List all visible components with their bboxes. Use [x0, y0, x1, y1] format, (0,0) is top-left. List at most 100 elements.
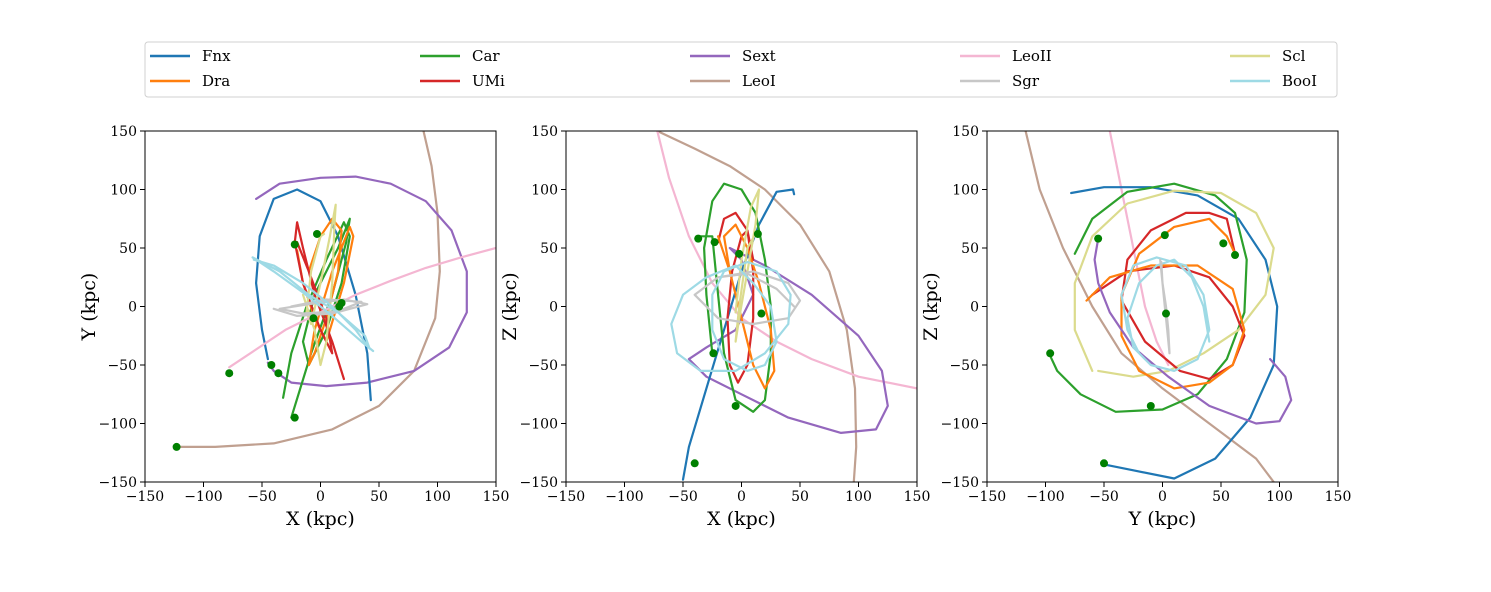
x-tick-label: 100: [424, 489, 451, 505]
current-position-marker: [337, 298, 346, 307]
legend-label-scl: Scl: [1282, 47, 1306, 65]
legend-entries: Fnx Dra Car UMi Sext LeoI LeoII Sgr Scl BooI: [150, 47, 1317, 90]
orbit-leoii: [228, 246, 496, 369]
plot-area: [172, 131, 496, 451]
y-tick-label: 150: [952, 124, 979, 140]
plot-area: [1024, 131, 1293, 482]
legend-entry-fnx: Fnx: [150, 47, 231, 65]
legend-entry-leoi: LeoI: [690, 72, 776, 90]
orbit-sext: [1093, 237, 1293, 425]
legend-label-booi: BooI: [1282, 72, 1317, 90]
orbit-sgr: [1159, 258, 1171, 355]
legend-label-dra: Dra: [202, 72, 230, 90]
y-tick-label: −100: [941, 417, 979, 433]
legend-entry-dra: Dra: [150, 72, 230, 90]
y-tick-label: −100: [99, 417, 137, 433]
current-position-marker: [1146, 401, 1155, 410]
orbit-leoii: [1108, 131, 1170, 367]
x-tick-label: 0: [316, 489, 325, 505]
current-position-marker: [690, 459, 699, 468]
current-position-marker: [1219, 239, 1228, 248]
x-tick-label: −150: [547, 489, 585, 505]
axes-frame: [986, 130, 1339, 483]
current-position-marker: [753, 229, 762, 238]
x-tick-label: −100: [1026, 489, 1064, 505]
y-tick-label: −50: [949, 358, 979, 374]
legend: Fnx Dra Car UMi Sext LeoI LeoII Sgr Scl BooI: [144, 41, 1338, 98]
x-tick-label: −150: [968, 489, 1006, 505]
legend-label-sgr: Sgr: [1012, 72, 1040, 90]
current-position-marker: [274, 369, 283, 378]
orbit-car: [1047, 182, 1248, 413]
x-tick-label: 50: [791, 489, 809, 505]
y-axis-label: Y (kpc): [78, 273, 100, 342]
current-position-marker: [694, 234, 703, 243]
x-tick-label: −50: [668, 489, 698, 505]
y-tick-label: 150: [110, 124, 137, 140]
orbit-sext: [255, 175, 468, 388]
x-tick-label: 0: [1158, 489, 1167, 505]
legend-label-car: Car: [472, 47, 500, 65]
x-tick-label: 150: [483, 489, 510, 505]
x-tick-label: −50: [247, 489, 277, 505]
y-tick-label: 50: [961, 241, 979, 257]
x-tick-label: 150: [904, 489, 931, 505]
legend-entry-sext: Sext: [690, 47, 776, 65]
current-position-marker: [1046, 349, 1055, 358]
current-position-marker: [709, 349, 718, 358]
current-position-marker: [1094, 234, 1103, 243]
orbit-booi: [670, 260, 792, 372]
legend-label-leoii: LeoII: [1012, 47, 1052, 65]
panel-yz: −150−150 −100 −100 −50 −50 0 0 50 50 100 100 150 150…: [920, 124, 1351, 530]
y-tick-label: −150: [520, 475, 558, 491]
y-tick-label: 0: [128, 300, 137, 316]
x-tick-label: 100: [1266, 489, 1293, 505]
legend-entry-scl: Scl: [1230, 47, 1306, 65]
y-tick-label: 50: [119, 241, 137, 257]
current-position-marker: [710, 238, 719, 247]
current-position-marker: [1231, 251, 1240, 260]
y-tick-label: 0: [549, 300, 558, 316]
legend-label-umi: UMi: [472, 72, 505, 90]
orbit-leoi: [656, 131, 858, 482]
current-position-marker: [225, 369, 234, 378]
x-tick-label: 0: [737, 489, 746, 505]
x-tick-label: 150: [1325, 489, 1352, 505]
current-position-marker: [1160, 231, 1169, 240]
y-tick-label: 150: [531, 124, 558, 140]
current-position-marker: [1100, 459, 1108, 468]
x-axis-label: Y (kpc): [1128, 508, 1197, 530]
orbit-scl: [1073, 189, 1275, 378]
y-tick-label: 100: [952, 183, 979, 199]
y-tick-label: −150: [941, 475, 979, 491]
panel-xy: −150−150 −100 −100 −50 −50 0 0 50 50 100 100 150 150…: [78, 124, 509, 530]
y-axis-label: Z (kpc): [920, 272, 942, 340]
current-position-marker: [267, 361, 276, 369]
orbit-sext: [687, 246, 889, 434]
current-position-marker: [731, 401, 740, 410]
current-position-marker: [757, 309, 766, 318]
legend-entry-umi: UMi: [420, 72, 505, 90]
legend-entry-leoii: LeoII: [960, 47, 1052, 65]
current-position-marker: [172, 442, 181, 451]
current-position-marker: [290, 413, 299, 422]
y-tick-label: 0: [970, 300, 979, 316]
x-tick-label: 100: [845, 489, 872, 505]
x-tick-label: 50: [370, 489, 388, 505]
legend-entry-booi: BooI: [1230, 72, 1317, 90]
orbit-scl: [301, 203, 337, 367]
orbit-booi: [251, 256, 375, 353]
y-tick-label: −100: [520, 417, 558, 433]
legend-entry-car: Car: [420, 47, 500, 65]
y-tick-label: 50: [540, 241, 558, 257]
y-tick-label: 100: [110, 183, 137, 199]
y-axis-label: Z (kpc): [499, 272, 521, 340]
current-position-marker: [312, 229, 321, 238]
current-position-marker: [735, 249, 744, 258]
legend-frame: [144, 41, 1338, 98]
orbit-sgr: [272, 298, 369, 317]
x-tick-label: −100: [184, 489, 222, 505]
orbit-booi: [1120, 256, 1211, 372]
y-tick-label: −150: [99, 475, 137, 491]
